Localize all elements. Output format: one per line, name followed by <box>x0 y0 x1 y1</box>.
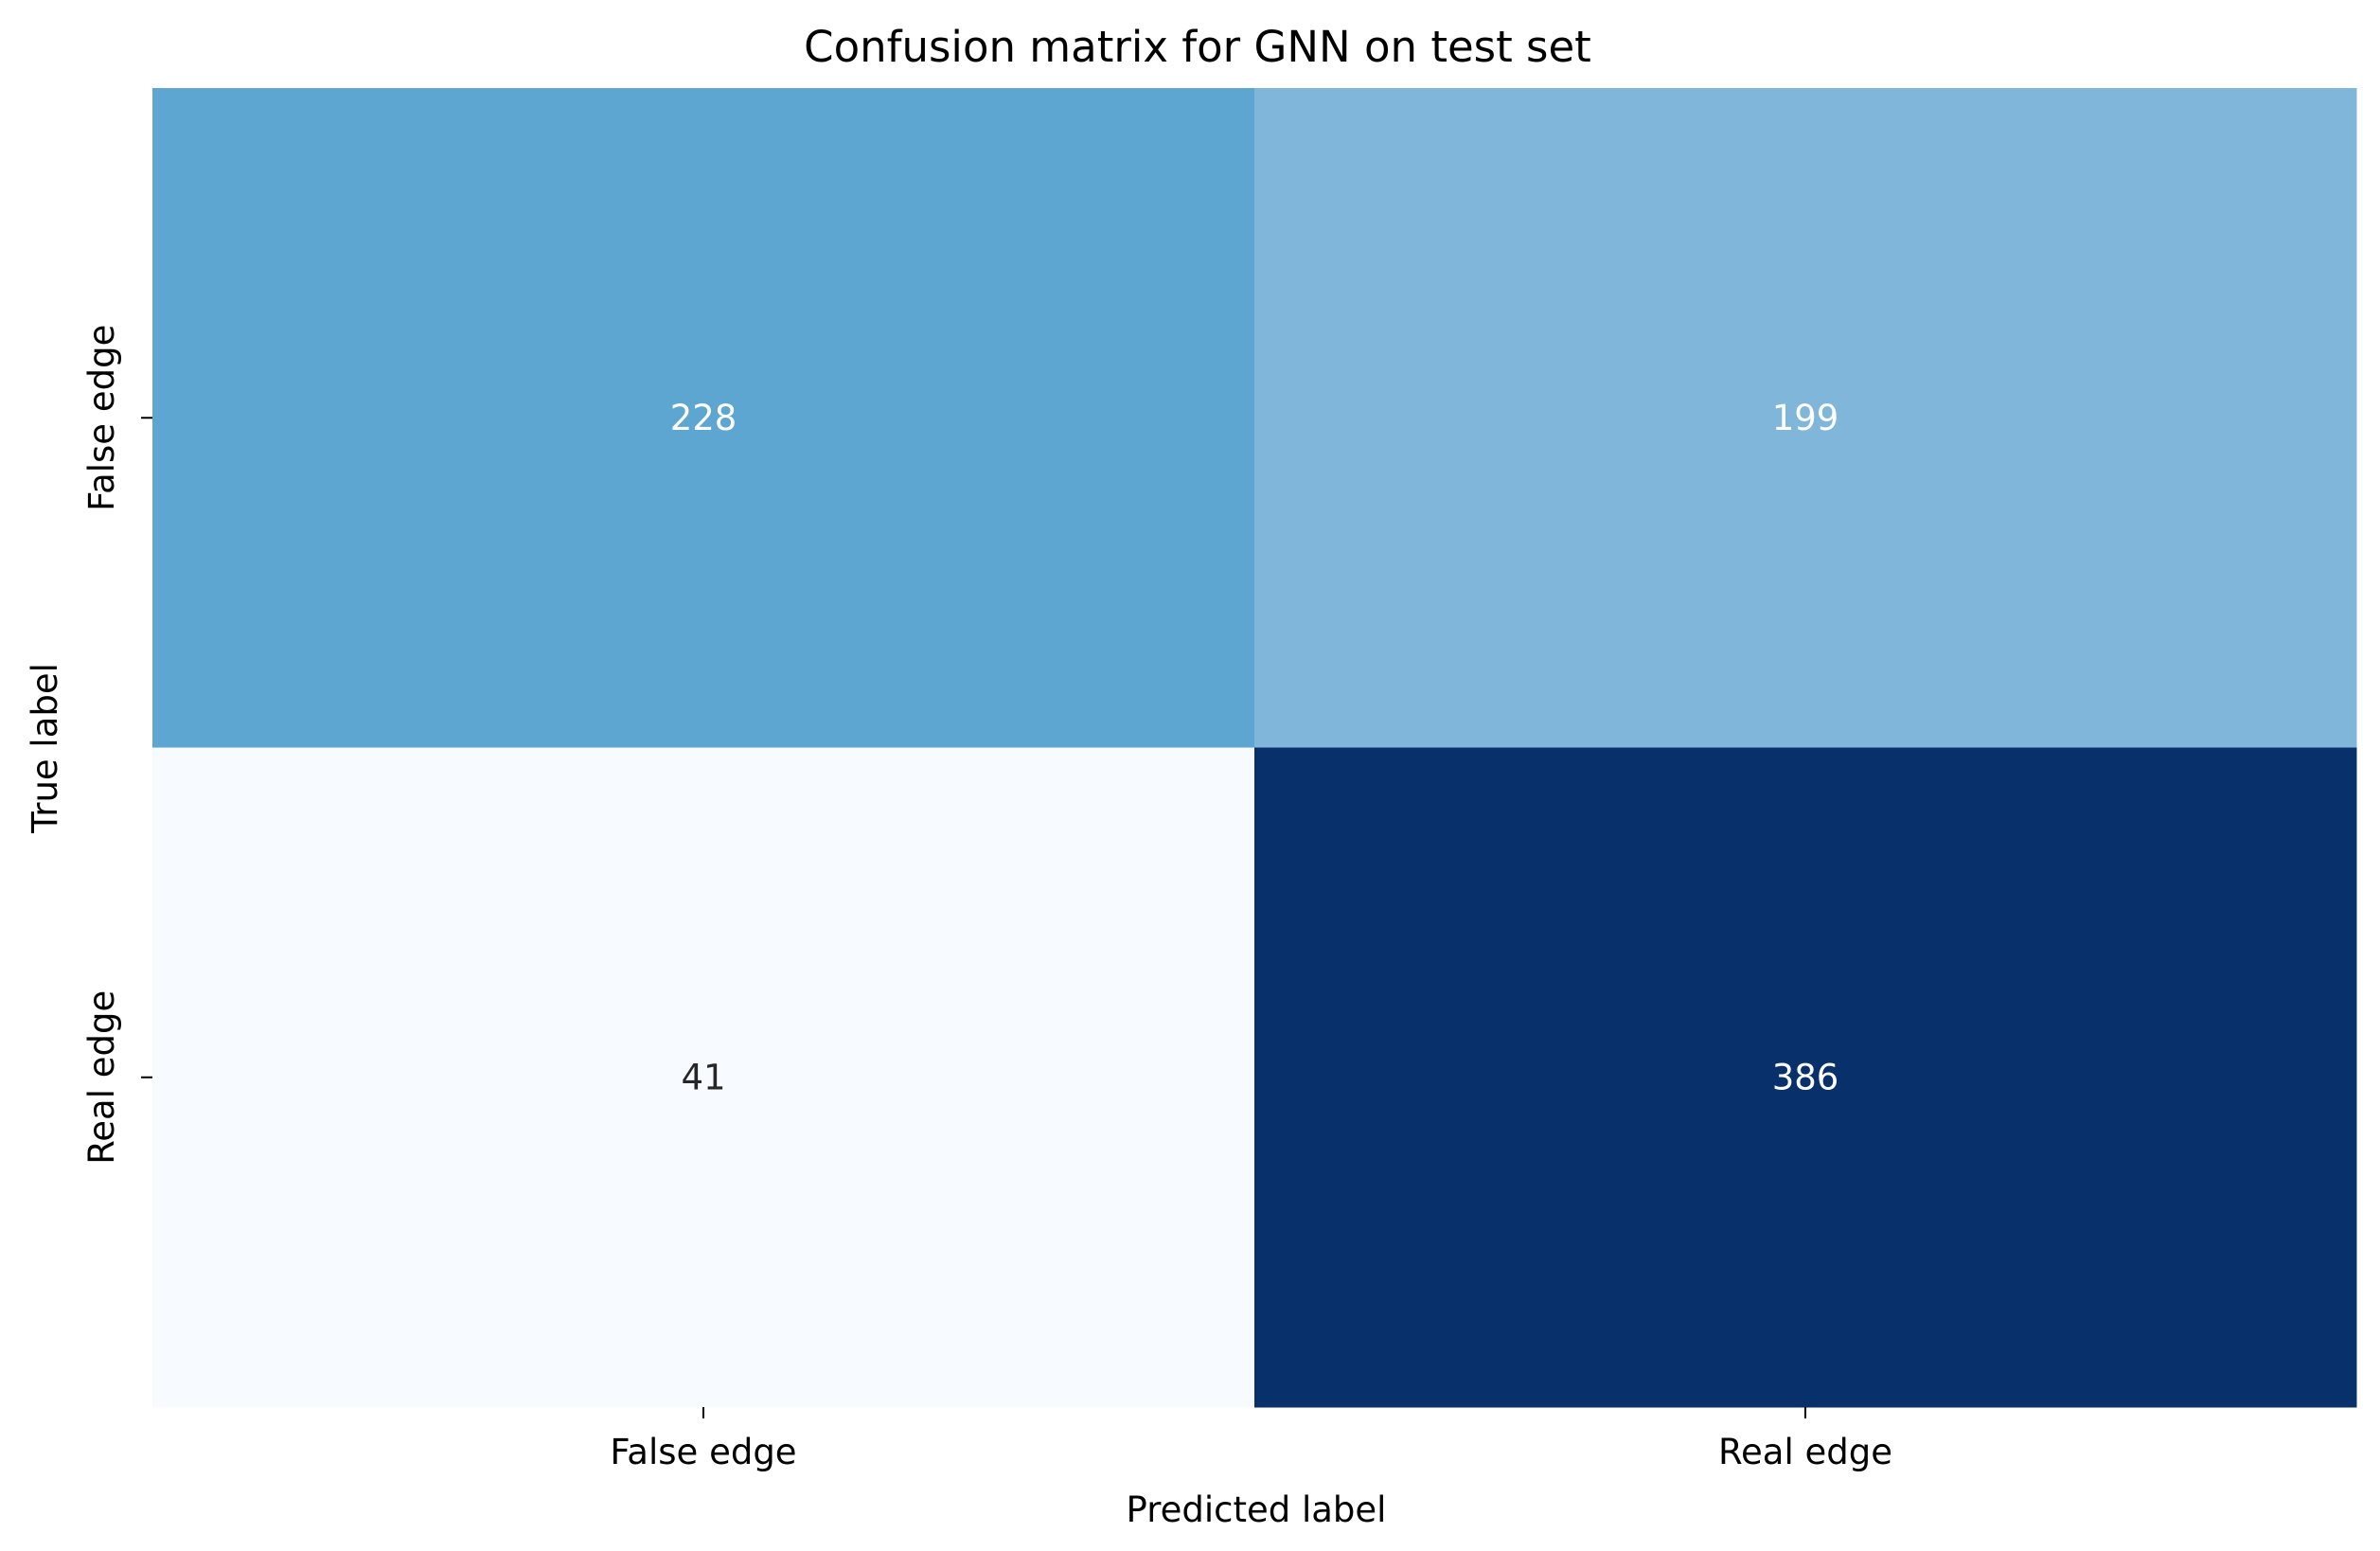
heatmap-cell <box>1254 747 2357 1408</box>
y-tick-label: False edge <box>81 325 122 511</box>
y-tick-label: Real edge <box>81 990 122 1165</box>
heatmap-cell <box>152 747 1255 1408</box>
x-axis-label: Predicted label <box>1127 1489 1387 1530</box>
x-axis-ticks: False edge Real edge <box>610 1407 1892 1472</box>
heatmap-cells <box>152 88 2357 1408</box>
cell-value-label: 41 <box>681 1057 725 1097</box>
cell-value-label: 228 <box>670 398 737 438</box>
x-tick-label: Real edge <box>1718 1432 1892 1472</box>
y-axis-ticks: False edge Real edge <box>81 325 152 1165</box>
cell-value-label: 386 <box>1772 1057 1839 1097</box>
heatmap-cell <box>152 88 1255 748</box>
cell-annotations: 228 199 41 386 <box>670 398 1839 1098</box>
heatmap-cell <box>1254 88 2357 748</box>
cell-value-label: 199 <box>1772 398 1839 438</box>
y-axis-label: True label <box>25 663 65 834</box>
chart-title: Confusion matrix for GNN on test set <box>804 22 1591 72</box>
x-tick-label: False edge <box>610 1432 796 1472</box>
